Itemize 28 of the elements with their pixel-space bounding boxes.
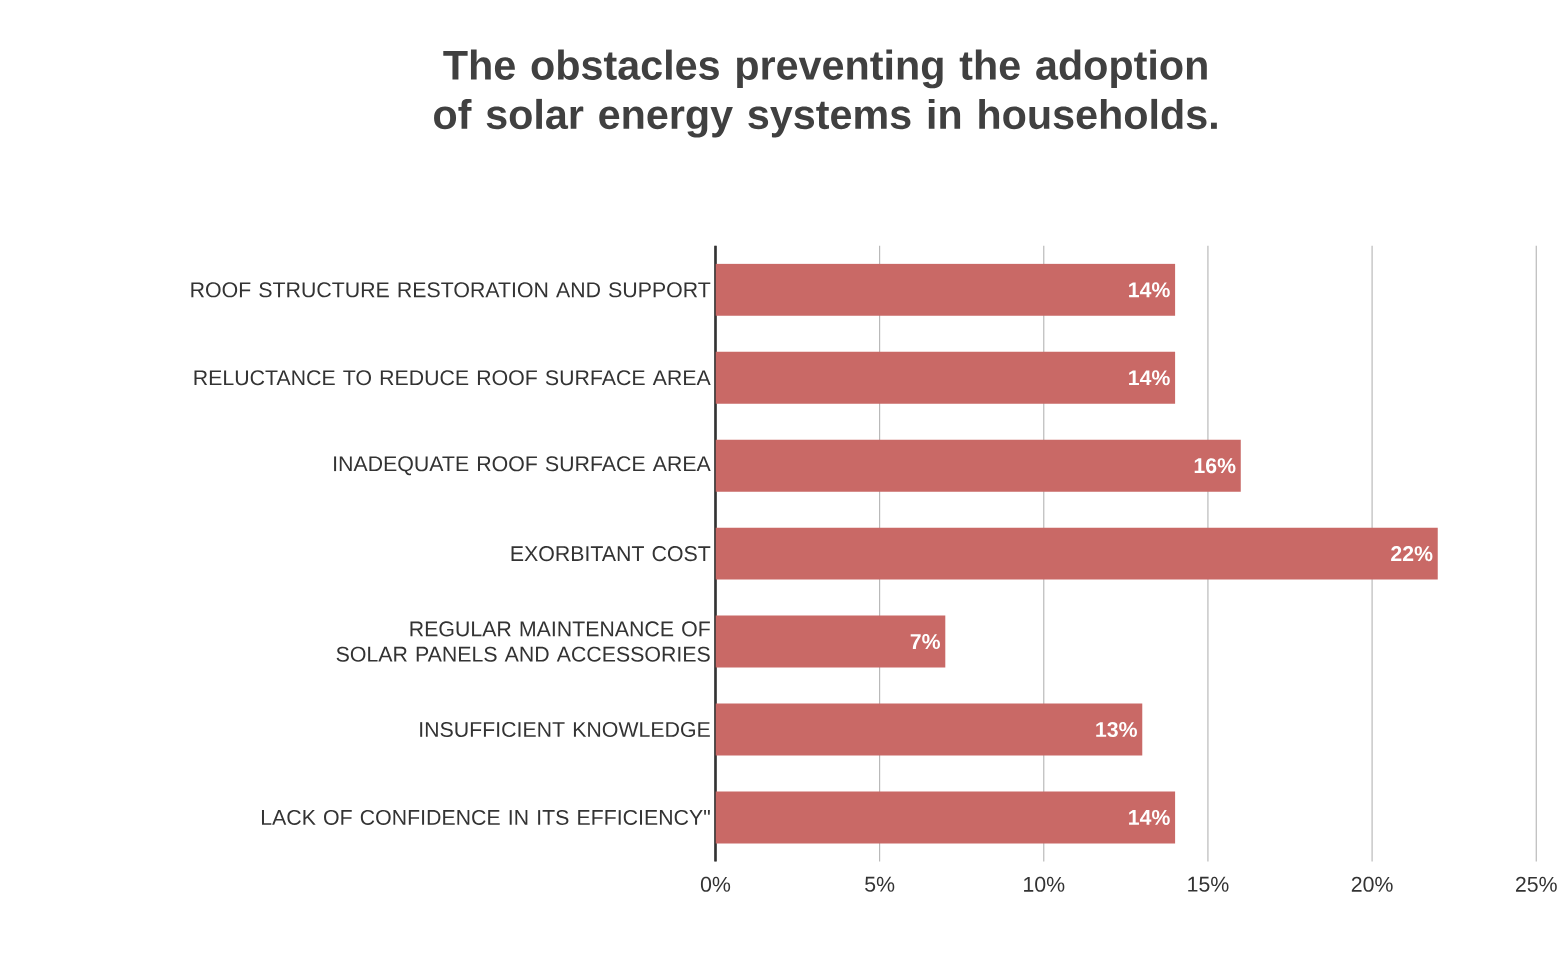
y-tick-label: INADEQUATE ROOF SURFACE AREA [334, 456, 711, 475]
y-tick-label: REGULAR MAINTENANCE OF SOLAR PANELS AND ACCESSORIES [336, 621, 710, 662]
bar [715, 791, 1176, 844]
bar [715, 263, 1176, 316]
y-tick-label: INSUFFICIENT KNOWLEDGE [420, 721, 710, 737]
chart-title: The obstacles preventing the adoption of solar energy systems in households. [434, 49, 1217, 138]
data-label: 14% [1129, 282, 1170, 298]
data-label: 14% [1129, 370, 1170, 386]
bar [715, 615, 946, 668]
y-tick-label: EXORBITANT COST [511, 545, 711, 562]
data-label: 22% [1391, 545, 1433, 561]
y-tick-label: ROOF STRUCTURE RESTORATION AND SUPPORT [191, 282, 711, 298]
data-label: 13% [1096, 721, 1137, 737]
bar [715, 351, 1176, 404]
bar [715, 703, 1143, 756]
bar [715, 439, 1241, 492]
y-tick-label: RELUCTANCE TO REDUCE ROOF SURFACE AREA [194, 370, 711, 386]
x-tick-label: 15% [1188, 876, 1229, 892]
x-tick-label: 5% [865, 876, 895, 892]
data-label: 14% [1129, 809, 1170, 825]
data-label: 16% [1194, 457, 1236, 474]
y-tick-label: LACK OF CONFIDENCE IN ITS EFFICIENCY" [261, 809, 710, 825]
x-tick-label: 20% [1351, 876, 1393, 892]
x-tick-label: 10% [1024, 876, 1065, 892]
bar [715, 527, 1438, 580]
data-label: 7% [910, 633, 941, 649]
x-tick-label: 25% [1515, 876, 1557, 892]
x-tick-label: 0% [700, 876, 731, 892]
